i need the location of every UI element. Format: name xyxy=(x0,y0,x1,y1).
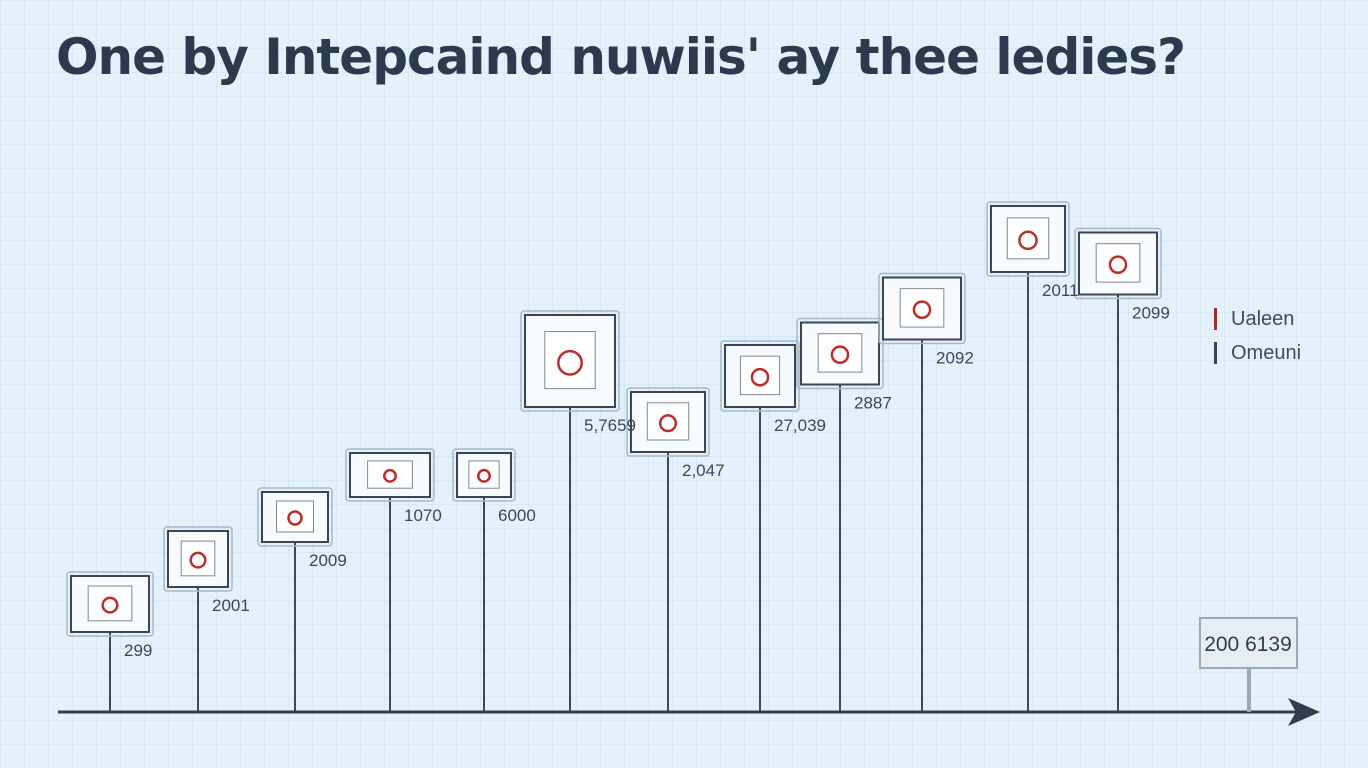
event-label: 2011 xyxy=(1042,281,1079,300)
event-card-shadow xyxy=(452,448,516,502)
crest-icon xyxy=(287,510,303,526)
crest-icon xyxy=(189,551,207,569)
shirt-icon xyxy=(899,288,945,328)
event-label: 299 xyxy=(124,641,152,660)
event-label: 2001 xyxy=(212,596,250,615)
event-label: 2009 xyxy=(309,551,347,570)
event-card xyxy=(163,526,233,592)
event-card-shadow xyxy=(1074,227,1162,300)
labels-layer: 299 2001 2009 1070 6000 5,7659 2,047 27,039 2887… xyxy=(124,281,1170,660)
event-label: 2092 xyxy=(936,349,974,368)
event-label: 27,039 xyxy=(774,416,826,435)
end-marker-box xyxy=(1199,617,1298,669)
legend-item-primary: Ualeen xyxy=(1214,302,1301,336)
crest-icon xyxy=(830,345,850,365)
event-card-frame xyxy=(990,205,1066,273)
legend-label-secondary: Omeuni xyxy=(1231,341,1302,364)
crest-icon xyxy=(1018,230,1038,251)
crest-icon xyxy=(750,367,770,387)
event-label: 2099 xyxy=(1132,304,1170,323)
event-card-shadow xyxy=(626,387,710,457)
event-card xyxy=(345,448,435,502)
crest-icon xyxy=(912,300,932,320)
shirt-icon xyxy=(646,402,690,441)
end-marker: 200 6139 xyxy=(1199,617,1298,712)
event-label: 1070 xyxy=(404,506,442,525)
crest-icon xyxy=(477,468,491,483)
legend-swatch-secondary xyxy=(1214,342,1217,364)
event-card-shadow xyxy=(257,487,333,547)
event-card xyxy=(720,340,800,412)
shirt-icon xyxy=(276,500,314,533)
crest-icon xyxy=(101,596,119,614)
stems-layer xyxy=(109,272,1119,712)
event-card xyxy=(257,487,333,547)
legend-label-primary: Ualeen xyxy=(1231,307,1295,330)
event-label: 2,047 xyxy=(682,461,725,480)
crest-icon xyxy=(383,468,397,483)
event-card-shadow xyxy=(986,201,1070,277)
legend-item-secondary: Omeuni xyxy=(1214,336,1301,370)
shirt-icon xyxy=(544,331,596,390)
event-label: 5,7659 xyxy=(584,416,636,435)
shirt-icon xyxy=(739,355,781,396)
cards-layer xyxy=(66,201,1162,637)
crest-icon xyxy=(1108,255,1128,275)
event-card xyxy=(878,272,966,345)
event-label: 2887 xyxy=(854,394,892,413)
event-card xyxy=(986,201,1070,277)
legend: Ualeen Omeuni xyxy=(1214,302,1301,370)
shirt-icon xyxy=(1095,243,1141,283)
event-card xyxy=(66,571,154,637)
shirt-icon xyxy=(817,333,863,373)
legend-swatch-primary xyxy=(1214,308,1217,330)
shirt-icon xyxy=(367,460,413,489)
event-card xyxy=(1074,227,1162,300)
axis-arrow-icon xyxy=(1288,698,1320,726)
shirt-icon xyxy=(87,585,133,622)
event-card-shadow xyxy=(66,571,154,637)
shirt-icon xyxy=(1006,217,1050,260)
event-card-shadow xyxy=(520,310,620,412)
event-card xyxy=(520,310,620,412)
event-card-shadow xyxy=(878,272,966,345)
crest-icon xyxy=(557,349,583,376)
event-card-shadow xyxy=(720,340,800,412)
event-label: 6000 xyxy=(498,506,536,525)
chart-title: One by Intepcaind nuwiis' ay thee ledies… xyxy=(56,28,1186,86)
event-card xyxy=(626,387,710,457)
event-card-shadow xyxy=(796,317,884,390)
event-card xyxy=(796,317,884,390)
event-card-shadow xyxy=(345,448,435,502)
end-marker-label: 200 6139 xyxy=(1204,633,1292,656)
shirt-icon xyxy=(180,540,216,577)
crest-icon xyxy=(658,414,678,433)
event-card-shadow xyxy=(163,526,233,592)
event-card xyxy=(452,448,516,502)
shirt-icon xyxy=(468,460,500,489)
